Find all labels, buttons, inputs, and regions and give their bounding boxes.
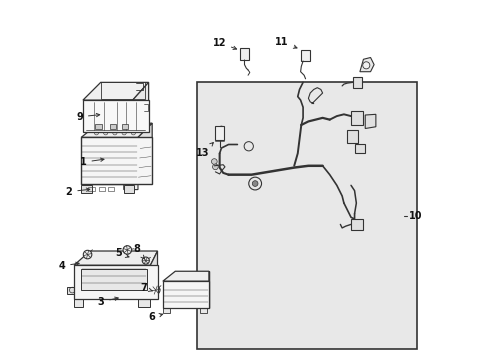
Text: 6: 6 [148, 312, 163, 323]
Bar [301, 50, 309, 61]
Polygon shape [163, 308, 170, 313]
Bar [81, 185, 92, 193]
Circle shape [123, 246, 131, 254]
Bar [215, 126, 224, 140]
Polygon shape [359, 58, 373, 72]
Polygon shape [74, 251, 157, 265]
Circle shape [362, 62, 369, 69]
Bar [81, 269, 146, 290]
Bar [88, 187, 95, 191]
Polygon shape [163, 271, 208, 281]
Polygon shape [67, 287, 78, 294]
Bar [99, 187, 105, 191]
Text: 11: 11 [275, 37, 296, 48]
Polygon shape [132, 82, 148, 132]
Polygon shape [74, 299, 83, 307]
Bar [163, 281, 208, 308]
Bar [81, 138, 152, 184]
Text: 4: 4 [59, 261, 79, 271]
Circle shape [94, 131, 99, 135]
Polygon shape [81, 171, 152, 190]
Circle shape [211, 159, 217, 165]
Circle shape [142, 257, 149, 264]
Text: 5: 5 [115, 248, 129, 258]
Bar [95, 123, 102, 129]
Bar [352, 77, 361, 88]
Circle shape [212, 164, 218, 170]
Polygon shape [81, 123, 152, 138]
Circle shape [151, 286, 160, 294]
Polygon shape [138, 123, 152, 184]
Circle shape [131, 131, 135, 135]
Bar [74, 265, 157, 299]
Bar [354, 144, 364, 153]
Text: 13: 13 [195, 143, 213, 158]
Text: 7: 7 [140, 283, 152, 293]
Polygon shape [200, 308, 207, 313]
Bar [109, 123, 116, 129]
Circle shape [215, 134, 220, 139]
Bar [123, 185, 134, 193]
Text: 9: 9 [76, 112, 100, 122]
Text: 12: 12 [212, 37, 236, 49]
Polygon shape [150, 251, 157, 299]
Circle shape [103, 131, 107, 135]
Text: 2: 2 [65, 187, 90, 197]
Bar [107, 187, 114, 191]
Text: 10: 10 [408, 211, 422, 221]
Text: 1: 1 [80, 157, 104, 167]
Circle shape [113, 131, 117, 135]
Circle shape [252, 181, 258, 186]
Bar [83, 100, 148, 132]
Polygon shape [138, 299, 150, 307]
Circle shape [219, 126, 224, 131]
Bar [350, 111, 363, 125]
Bar [240, 48, 248, 60]
Text: 3: 3 [97, 297, 118, 307]
Circle shape [122, 131, 126, 135]
Polygon shape [365, 114, 375, 129]
Text: 8: 8 [133, 244, 144, 259]
Bar [196, 82, 416, 348]
Circle shape [83, 250, 92, 259]
Bar [122, 123, 128, 129]
Bar [347, 130, 357, 143]
Polygon shape [83, 82, 148, 100]
Bar [350, 219, 363, 230]
